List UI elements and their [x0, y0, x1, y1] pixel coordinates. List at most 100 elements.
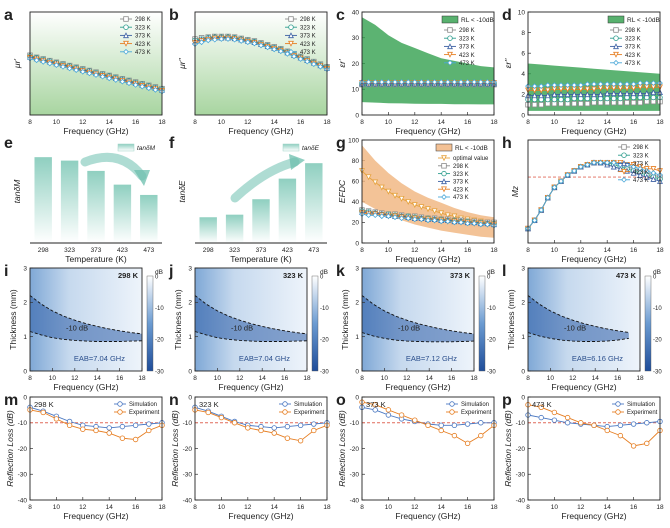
panel-label-f: f	[169, 135, 175, 152]
x-tick-label: 323	[64, 247, 75, 254]
contour-lower	[527, 332, 629, 342]
x-tick-label: 298	[38, 247, 49, 254]
eab-label: EAB=6.16 GHz	[572, 354, 623, 363]
legend-marker	[117, 401, 123, 407]
y-tick-label: 100	[348, 137, 359, 144]
x-tick-label: 8	[360, 119, 364, 126]
data-point	[106, 425, 112, 431]
data-point	[584, 81, 591, 87]
trend-arrow-head	[134, 170, 150, 186]
data-point	[425, 206, 431, 213]
data-point	[591, 81, 597, 87]
x-tick-label: 18	[656, 119, 664, 126]
x-tick-label: 10	[385, 119, 393, 126]
data-point	[385, 412, 392, 418]
data-point	[637, 90, 644, 97]
data-point	[365, 79, 372, 85]
data-point	[604, 427, 610, 434]
y-tick-label: 4	[521, 71, 525, 78]
y-tick-label: -40	[350, 497, 360, 504]
x-tick-label: 8	[193, 375, 197, 382]
data-point	[531, 217, 538, 224]
x-tick-label: 14	[106, 504, 114, 511]
legend-marker	[621, 168, 627, 175]
data-point	[297, 422, 304, 429]
x-axis-label: Frequency (GHz)	[63, 511, 128, 521]
y-axis-label: Thickness (mm)	[340, 289, 350, 350]
data-point	[564, 172, 571, 178]
colorbar-label: dB	[487, 269, 495, 276]
legend-label: Simulation	[627, 402, 655, 408]
x-tick-label: 8	[360, 504, 364, 511]
data-point	[564, 96, 571, 103]
x-tick-label: 12	[244, 119, 252, 126]
colorbar-tick-label: -30	[320, 369, 329, 375]
y-tick-label: 0	[23, 394, 27, 401]
x-tick-label: 8	[360, 247, 364, 254]
x-axis-label: Frequency (GHz)	[218, 382, 283, 392]
legend-marker	[441, 155, 447, 162]
data-point	[225, 36, 231, 42]
x-axis-label: Frequency (GHz)	[395, 511, 460, 521]
y-tick-label: -10	[18, 420, 28, 427]
data-point	[597, 81, 604, 87]
data-point	[198, 39, 205, 46]
x-tick-label: 8	[28, 119, 32, 126]
data-point	[577, 163, 584, 170]
x-tick-label: 10	[385, 504, 393, 511]
data-point	[365, 212, 372, 219]
trend-arrow-body	[230, 157, 300, 203]
colorbar	[311, 275, 319, 372]
legend-label: 373 K	[625, 45, 641, 51]
panel-label-e: e	[4, 135, 13, 152]
y-axis-label: Reflection Loss (dB)	[337, 410, 347, 487]
contour-label: -10 dB	[66, 323, 88, 332]
y-tick-label: 40	[352, 199, 360, 206]
data-point	[46, 60, 53, 67]
data-point	[630, 169, 637, 176]
legend-marker	[123, 40, 129, 47]
legend-label: 473 K	[135, 50, 151, 56]
eab-label: EAB=7.12 GHz	[406, 354, 457, 363]
data-point	[93, 427, 99, 434]
y-tick-label: -30	[18, 472, 28, 479]
data-point	[251, 40, 258, 47]
y-tick-label: -20	[350, 446, 360, 453]
x-tick-label: 18	[470, 375, 478, 382]
legend-marker	[449, 409, 455, 415]
y-tick-label: 3	[521, 265, 525, 272]
data-point	[264, 44, 271, 51]
legend-label: 323 K	[633, 153, 649, 159]
x-tick-label: 14	[259, 375, 267, 382]
data-point	[478, 432, 484, 439]
x-tick-label: 12	[236, 375, 244, 382]
eab-label: EAB=7.04 GHz	[239, 354, 290, 363]
data-point	[431, 208, 438, 215]
legend-marker	[441, 186, 447, 193]
data-point	[205, 409, 211, 416]
colorbar-tick-label: 0	[155, 274, 159, 280]
x-tick-label: 12	[79, 504, 87, 511]
legend-label: 423 K	[300, 42, 316, 48]
x-tick-label: 12	[577, 247, 585, 254]
data-point	[643, 168, 650, 174]
data-point	[310, 61, 317, 68]
data-point	[578, 420, 584, 426]
temperature-label: 373 K	[366, 400, 386, 409]
data-point	[484, 79, 491, 85]
contour-upper	[29, 295, 143, 335]
legend-label: Simulation	[294, 402, 322, 408]
y-axis-label: μr''	[177, 58, 187, 70]
legend-band-label: RL < -10dB	[455, 145, 488, 152]
panel-o: o 8 10 12 14 16 18 0 -10 -20 -30 -40 Frequency (GHz)…	[336, 392, 498, 521]
axes-frame	[29, 267, 143, 372]
x-axis-label: Frequency (GHz)	[561, 126, 626, 136]
temperature-label: 373 K	[450, 271, 471, 280]
data-point	[551, 417, 558, 423]
axes-frame	[194, 11, 328, 116]
data-point	[531, 92, 538, 99]
bar-298	[34, 157, 52, 243]
legend-label: 298 K	[633, 145, 649, 151]
y-axis-label: Thickness (mm)	[506, 289, 516, 350]
data-point	[564, 420, 571, 426]
